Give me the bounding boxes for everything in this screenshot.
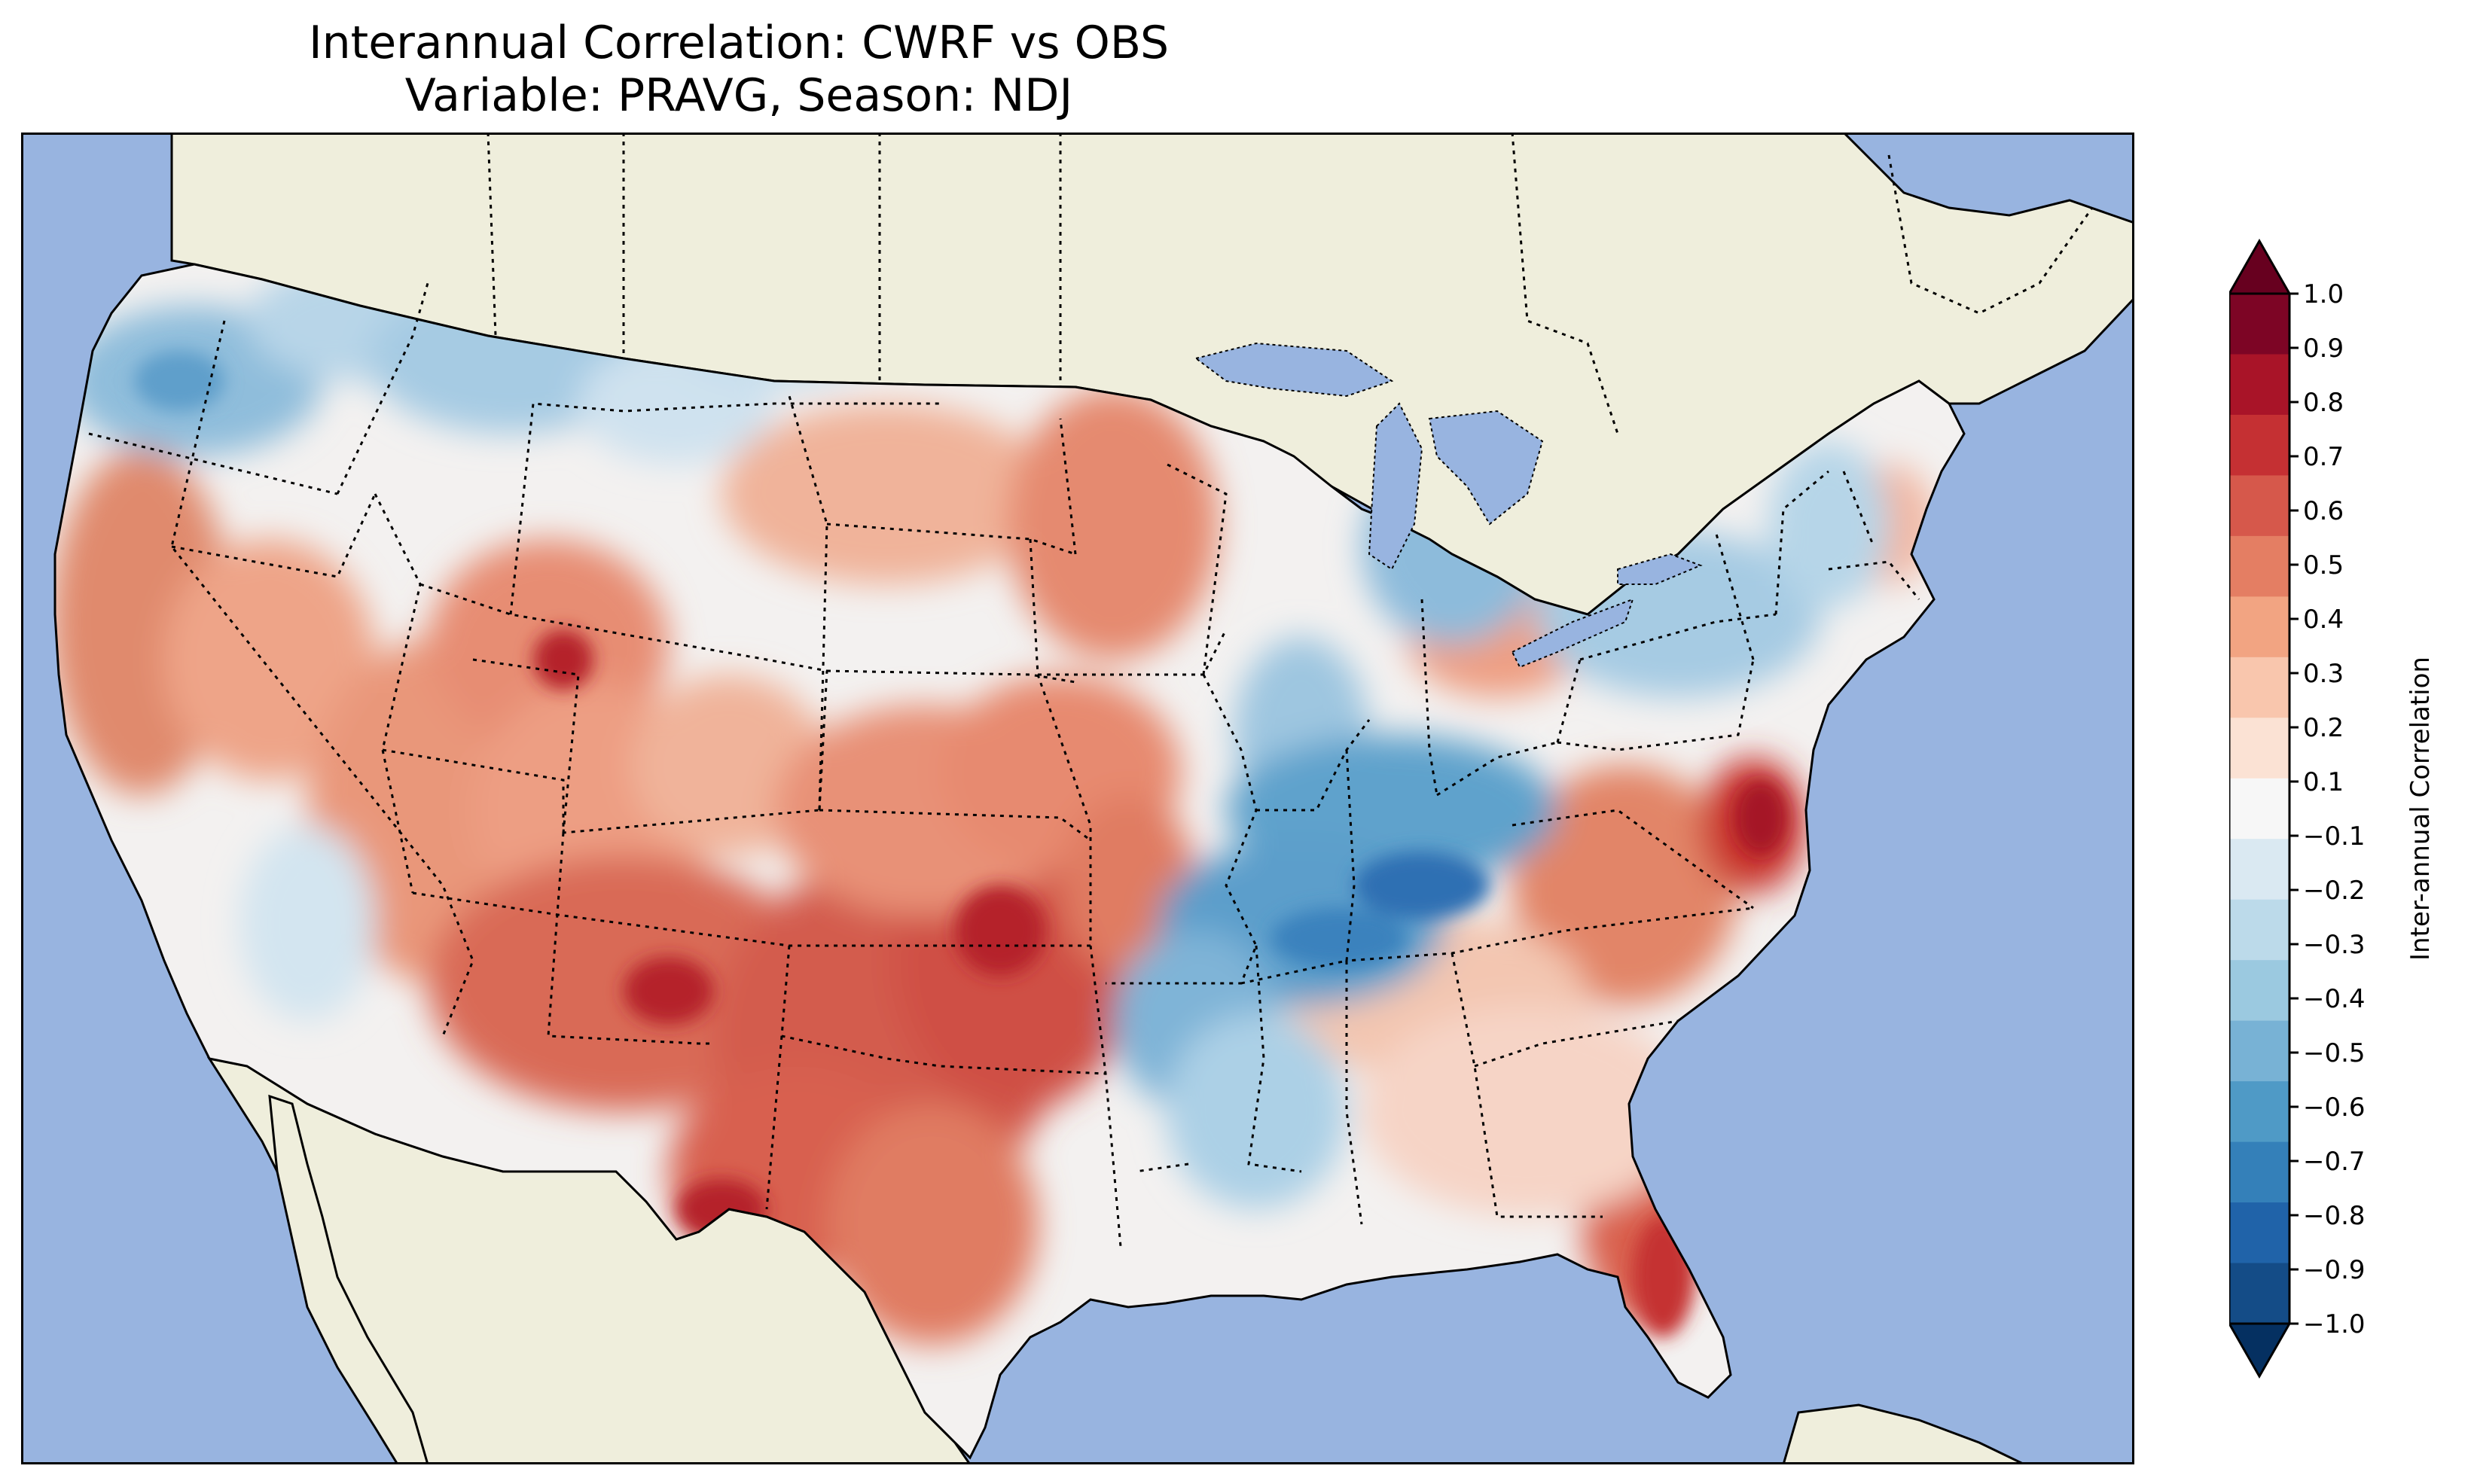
colorbar-tick-label: −0.5 xyxy=(2303,1038,2366,1068)
colorbar-tick-label: 0.1 xyxy=(2303,767,2344,797)
great-lakes xyxy=(1194,342,1703,669)
us-coastline xyxy=(53,263,1966,1460)
colorbar-extend-max xyxy=(2229,238,2292,295)
colorbar-tick-label: 0.8 xyxy=(2303,388,2344,418)
colorbar-tick-label: 0.6 xyxy=(2303,496,2344,526)
colorbar-bin xyxy=(2229,535,2289,597)
baja-peninsula xyxy=(268,1094,429,1464)
colorbar-tick-label: −0.1 xyxy=(2303,821,2366,852)
colorbar-extend-min xyxy=(2229,1322,2292,1379)
colorbar-bin xyxy=(2229,1263,2289,1324)
map-title-line-1: Interannual Correlation: CWRF vs OBS xyxy=(308,17,1170,69)
map-border xyxy=(21,133,2134,1464)
state-borders xyxy=(88,154,2094,1248)
colorbar-tick-label: −0.6 xyxy=(2303,1092,2366,1123)
colorbar-tick-label: −0.2 xyxy=(2303,876,2366,906)
colorbar-bin xyxy=(2229,354,2289,416)
colorbar-bin xyxy=(2229,414,2289,476)
colorbar-tick-label: 1.0 xyxy=(2303,279,2344,309)
colorbar-bin xyxy=(2229,596,2289,658)
colorbar-bin xyxy=(2229,1202,2289,1264)
colorbar-bin xyxy=(2229,1081,2289,1143)
colorbar-bins xyxy=(2229,294,2289,1324)
colorbar-ticks: 1.0 0.9 0.8 0.7 0.6 0.5 0.4 0.3 0.2 0.1 −0.1 −0.2 −0… xyxy=(2289,279,2366,1339)
colorbar-tick-label: −0.4 xyxy=(2303,984,2366,1014)
colorbar-tick-label: 0.9 xyxy=(2303,334,2344,364)
colorbar-tick-label: 0.5 xyxy=(2303,550,2344,580)
colorbar-bin xyxy=(2229,839,2289,900)
colorbar-bin xyxy=(2229,1020,2289,1082)
canada-province-borders xyxy=(487,133,1619,434)
correlation-map xyxy=(21,133,2134,1464)
colorbar-bin xyxy=(2229,718,2289,779)
colorbar-bin xyxy=(2229,899,2289,961)
colorbar-bin xyxy=(2229,657,2289,718)
colorbar-tick-label: −0.3 xyxy=(2303,930,2366,960)
colorbar-bin xyxy=(2229,294,2289,355)
colorbar-tick-label: −0.7 xyxy=(2303,1147,2366,1177)
colorbar: 1.0 0.9 0.8 0.7 0.6 0.5 0.4 0.3 0.2 0.1 −0.1 −0.2 −0… xyxy=(2229,238,2436,1379)
colorbar-bin xyxy=(2229,1141,2289,1203)
colorbar-label: Inter-annual Correlation xyxy=(2405,657,2436,961)
map-title-line-2: Variable: PRAVG, Season: NDJ xyxy=(404,69,1073,122)
colorbar-tick-label: −0.8 xyxy=(2303,1201,2366,1231)
colorbar-bin xyxy=(2229,960,2289,1022)
colorbar-frame xyxy=(2229,292,2291,1325)
colorbar-tick-label: 0.4 xyxy=(2303,605,2344,635)
colorbar-tick-label: 0.7 xyxy=(2303,442,2344,472)
colorbar-tick-label: −1.0 xyxy=(2303,1309,2366,1339)
colorbar-tick-label: 0.3 xyxy=(2303,659,2344,689)
colorbar-bin xyxy=(2229,778,2289,840)
cuba-coast xyxy=(1782,1403,2025,1464)
colorbar-bin xyxy=(2229,475,2289,537)
colorbar-tick-label: −0.9 xyxy=(2303,1255,2366,1285)
colorbar-tick-label: 0.2 xyxy=(2303,713,2344,743)
